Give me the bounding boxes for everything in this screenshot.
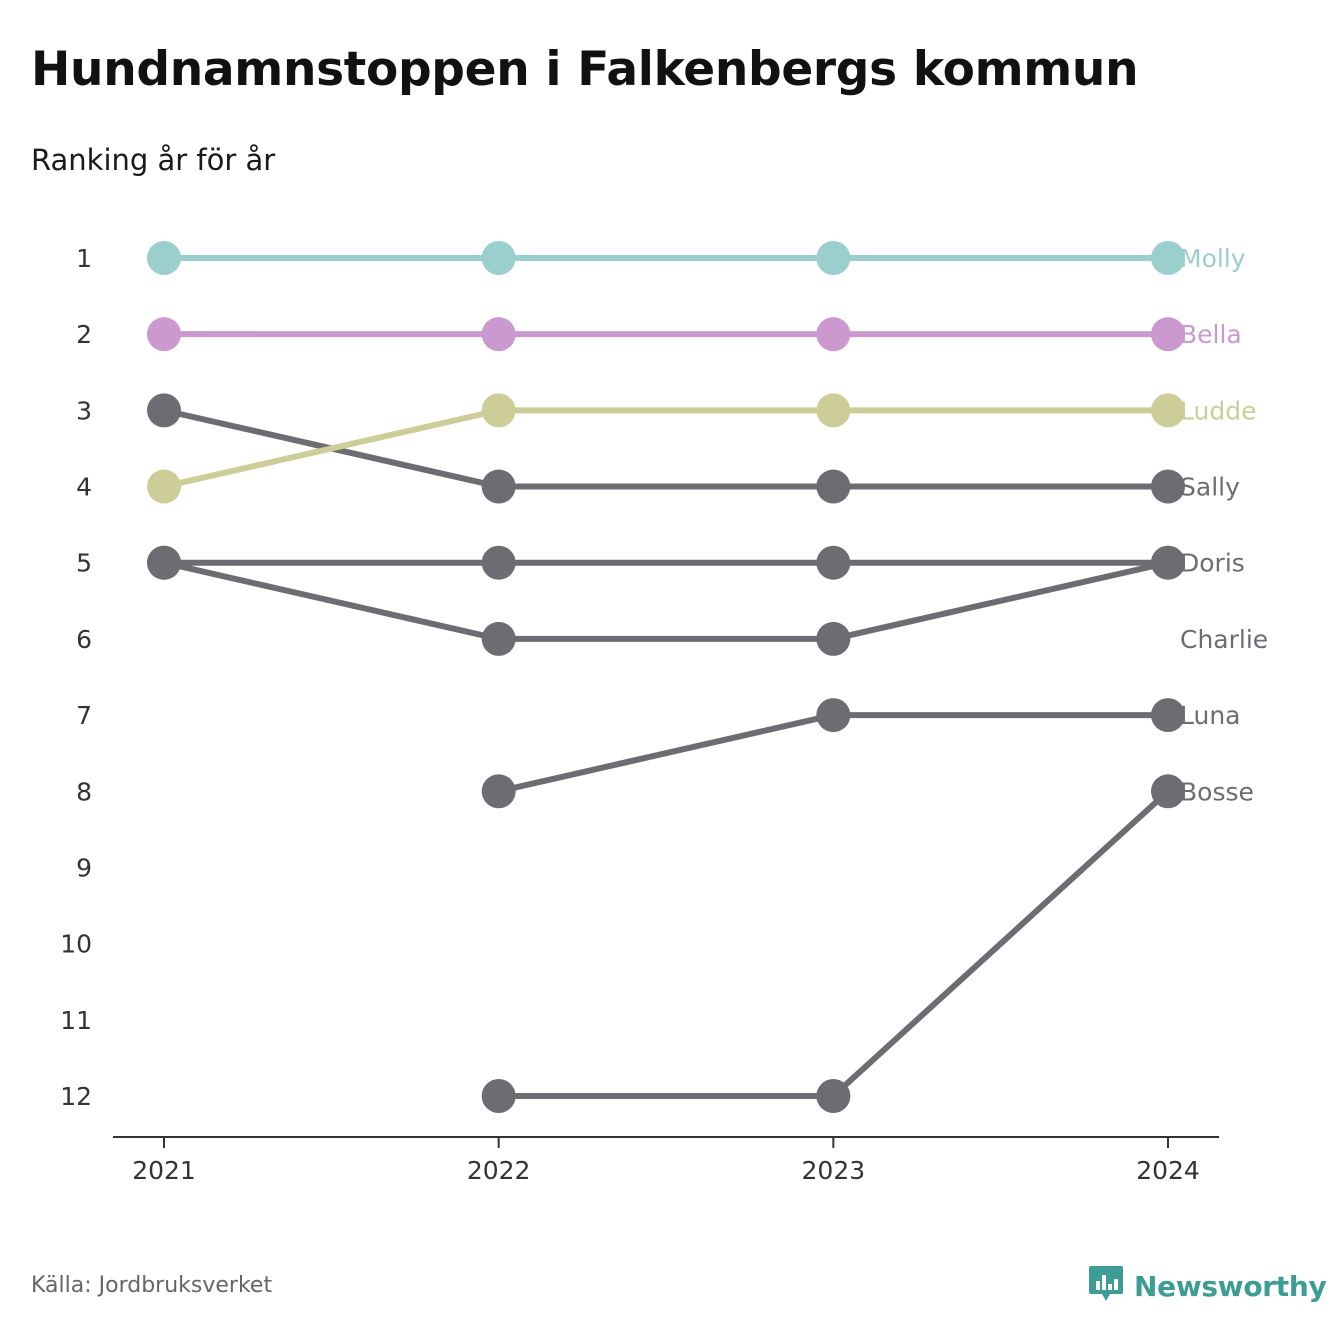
point-bosse-2024 [1151,774,1185,809]
point-charlie-2022 [481,621,516,656]
point-bella-2024 [1151,317,1185,352]
y-tick-label-7: 7 [76,701,92,730]
y-tick-label-3: 3 [76,396,92,425]
y-tick-label-9: 9 [76,853,92,882]
y-tick-label-8: 8 [76,777,92,806]
chart-subtitle: Ranking år för år [31,143,276,177]
series-label-doris: Doris [1180,549,1245,578]
point-sally-2022 [481,469,516,504]
series-label-ludde: Ludde [1180,396,1256,425]
series-line-bosse [495,788,1171,1099]
point-bella-2023 [816,317,851,352]
point-ludde-2023 [816,393,851,428]
series-ludde [161,407,1171,490]
y-tick-label-2: 2 [76,320,92,349]
point-ludde-2024 [1151,393,1185,428]
series-bosse [495,788,1171,1099]
newsworthy-logo-icon [1088,1264,1124,1308]
point-molly-2022 [481,241,516,275]
series-label-bosse: Bosse [1180,777,1254,806]
point-molly-2024 [1151,241,1185,275]
point-ludde-2022 [481,393,516,428]
point-bosse-2023 [816,1079,851,1113]
brand-logo: Newsworthy [1088,1264,1327,1308]
point-molly-2021 [147,241,181,275]
point-bella-2021 [147,317,181,352]
series-label-bella: Bella [1180,320,1242,349]
series-label-charlie: Charlie [1180,625,1268,654]
series-sally [161,407,1171,490]
point-luna-2023 [816,698,851,733]
y-tick-label-4: 4 [76,473,92,502]
point-sally-2024 [1151,469,1185,504]
point-molly-2023 [816,241,851,275]
series-label-sally: Sally [1180,473,1240,502]
x-tick-label-2023: 2023 [802,1156,866,1185]
point-charlie-2024 [1151,545,1185,580]
x-tick-label-2024: 2024 [1136,1156,1200,1185]
point-sally-2021 [147,393,181,428]
point-charlie-2023 [816,621,851,656]
series-line-ludde [161,407,1171,490]
source-note: Källa: Jordbruksverket [31,1273,273,1298]
point-sally-2023 [816,469,851,504]
chart-title: Hundnamnstoppen i Falkenbergs kommun [31,42,1139,97]
brand-name: Newsworthy [1134,1269,1327,1303]
series-line-sally [161,407,1171,490]
y-tick-label-11: 11 [60,1006,92,1035]
series-label-luna: Luna [1180,701,1241,730]
series-charlie [161,559,1171,642]
point-bella-2022 [481,317,516,352]
point-ludde-2021 [147,469,181,504]
series-line-charlie [161,559,1171,642]
y-tick-label-5: 5 [76,549,92,578]
y-tick-label-10: 10 [60,930,92,959]
point-charlie-2021 [147,545,181,580]
point-doris-2023 [816,545,851,580]
y-tick-label-6: 6 [76,625,92,654]
point-doris-2022 [481,545,516,580]
y-tick-label-1: 1 [76,244,92,273]
x-tick-label-2021: 2021 [132,1156,196,1185]
series-label-molly: Molly [1180,244,1246,273]
x-tick-label-2022: 2022 [467,1156,531,1185]
point-luna-2022 [481,774,516,809]
y-tick-label-12: 12 [60,1082,92,1111]
point-luna-2024 [1151,698,1185,733]
point-bosse-2022 [481,1079,516,1113]
